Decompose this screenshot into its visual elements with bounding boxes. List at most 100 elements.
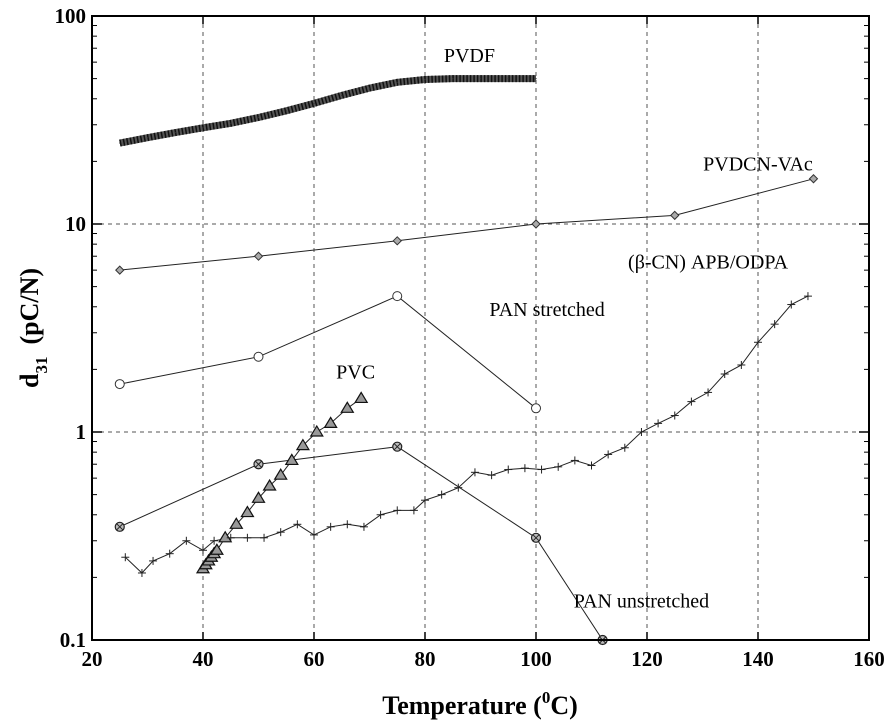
label-pvc: PVC <box>336 362 375 384</box>
cn-apb-odpa-point <box>165 549 174 558</box>
x-axis-title-sup: 0 <box>542 688 551 707</box>
x-axis-title: Temperature (0C) <box>382 688 578 720</box>
cn-apb-odpa-point <box>343 520 352 529</box>
pvdf-point <box>396 81 398 83</box>
cn-apb-odpa-point <box>293 520 302 529</box>
pvc-point <box>209 543 224 555</box>
pvc-point <box>240 505 255 518</box>
pvdcn-vac-point <box>670 210 680 221</box>
pan-unstretched-point <box>392 441 403 452</box>
pvdcn-vac-point <box>392 236 402 246</box>
y-axis-title: d31 (pC/N) <box>15 268 51 388</box>
x-tick-label: 160 <box>853 647 885 671</box>
cn-apb-odpa-point <box>720 370 729 379</box>
pvc-point <box>295 438 310 451</box>
marker-layer <box>114 78 819 646</box>
cn-apb-odpa-point <box>409 506 418 515</box>
cn-apb-odpa-point <box>199 546 207 555</box>
pvdcn-vac-point <box>115 265 125 275</box>
pvdcn-vac-point <box>253 251 264 261</box>
cn-apb-odpa-point <box>260 533 269 542</box>
cn-apb-odpa-point <box>554 462 563 471</box>
x-axis-title-main: Temperature ( <box>382 691 542 720</box>
label-pan-stretched: PAN stretched <box>489 299 604 321</box>
cn-apb-odpa-point <box>670 411 679 420</box>
cn-apb-odpa-point <box>149 556 158 565</box>
cn-apb-odpa-point <box>454 483 463 492</box>
cn-apb-odpa-line <box>124 295 809 574</box>
y-axis-title-main: d <box>15 373 44 388</box>
pan-stretched-line <box>119 295 537 409</box>
y-tick-label: 10 <box>65 212 86 236</box>
pvdf-line-texture <box>119 75 536 147</box>
pvc-point <box>354 391 369 404</box>
cn-apb-odpa-point <box>637 428 646 436</box>
cn-apb-odpa-point <box>754 338 762 347</box>
pan-stretched-point <box>392 291 403 302</box>
y-tick-label: 0.1 <box>60 628 86 652</box>
cn-apb-odpa-point <box>359 522 368 531</box>
pvdf-point <box>230 122 232 124</box>
pvdf-point <box>202 127 204 129</box>
y-tick-label: 1 <box>76 420 87 444</box>
x-axis-title-end: C) <box>550 691 577 720</box>
cn-apb-odpa-point <box>210 536 219 545</box>
x-tick-label: 80 <box>415 647 436 671</box>
pan-stretched-point <box>531 403 541 414</box>
pvc-point <box>218 530 233 543</box>
y-tick-label: 100 <box>55 4 87 28</box>
x-tick-label: 60 <box>304 647 325 671</box>
pvdf-point <box>535 78 537 80</box>
cn-apb-odpa-point <box>520 464 529 473</box>
pan-unstretched-point <box>114 521 125 532</box>
cn-apb-odpa-point <box>787 300 796 309</box>
pan-stretched-point <box>253 351 264 362</box>
pvdf-point <box>424 78 426 81</box>
pvc-point <box>262 478 277 491</box>
cn-apb-odpa-point <box>654 419 663 428</box>
pvdf-point <box>285 110 287 112</box>
x-tick-label: 40 <box>193 647 214 671</box>
pvdf-point <box>119 142 121 144</box>
cn-apb-odpa-point <box>310 530 318 539</box>
pvc-point <box>229 517 244 529</box>
cn-apb-odpa-point <box>487 471 496 480</box>
cn-apb-odpa-point <box>587 461 596 470</box>
cn-apb-odpa-point <box>326 522 335 531</box>
cn-apb-odpa-point <box>620 443 629 452</box>
pan-unstretched-point <box>253 459 264 470</box>
pan-unstretched-point <box>530 532 542 543</box>
pan-unstretched-line <box>119 446 604 641</box>
pvdf-point <box>507 78 509 80</box>
cn-apb-odpa-point <box>182 536 191 545</box>
cn-apb-odpa-point <box>687 397 696 406</box>
cn-apb-odpa-point <box>437 490 446 499</box>
x-tick-label: 120 <box>631 647 663 671</box>
pvdf-point <box>452 78 454 80</box>
pvdcn-vac-point <box>808 174 819 184</box>
pvc-point <box>273 468 288 480</box>
cn-apb-odpa-point <box>226 533 235 542</box>
pvc-point <box>323 416 338 428</box>
cn-apb-odpa-point <box>770 320 779 329</box>
label-cn-apb-odpa: (β-CN) APB/ODPA <box>628 252 789 274</box>
pvc-point <box>284 453 299 466</box>
cn-apb-odpa-point <box>704 388 713 397</box>
pvc-point <box>309 424 324 437</box>
pvdf-point <box>368 87 371 89</box>
pvdf-point <box>174 132 176 134</box>
cn-apb-odpa-point <box>421 496 429 505</box>
cn-apb-odpa-point <box>276 528 285 537</box>
pvdcn-vac-point <box>531 219 541 229</box>
y-axis-title-unit: (pC/N) <box>15 268 44 345</box>
cn-apb-odpa-point <box>737 360 746 369</box>
annotation-layer: PVDF PVDCN-VAc (β-CN) APB/ODPA PAN stretche… <box>336 45 813 612</box>
grid-layer <box>92 16 869 640</box>
cn-apb-odpa-point <box>803 292 812 301</box>
cn-apb-odpa-point <box>376 510 385 519</box>
pvdf-point <box>341 94 343 97</box>
label-pvdf: PVDF <box>444 45 495 67</box>
tick-layer: 20 40 60 80 100 120 140 160 0.1 1 10 100 <box>55 4 885 671</box>
pvdf-point <box>257 116 260 119</box>
cn-apb-odpa-point <box>504 465 513 474</box>
